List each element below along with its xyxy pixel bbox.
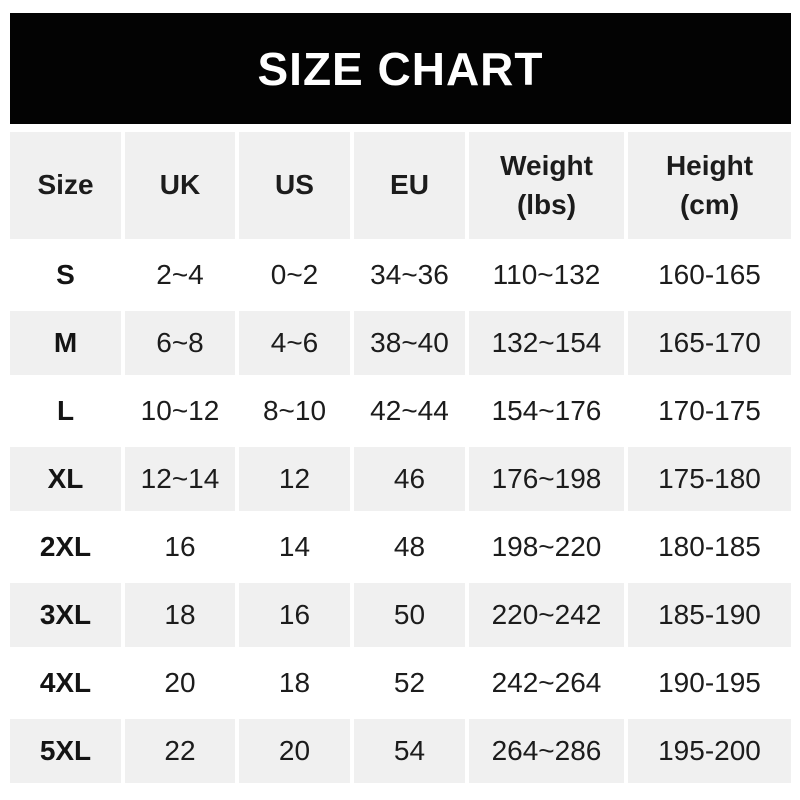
column-header-label: US (275, 169, 314, 201)
cell-weight: 264~286 (469, 719, 624, 783)
cell-uk: 20 (125, 651, 235, 715)
table-row-3xl: 3XL 18 16 50 220~242 185-190 (10, 583, 791, 647)
table-row-l: L 10~12 8~10 42~44 154~176 170-175 (10, 379, 791, 443)
cell-height: 170-175 (628, 379, 791, 443)
cell-uk: 2~4 (125, 243, 235, 307)
cell-eu: 52 (354, 651, 465, 715)
cell-size: S (10, 243, 121, 307)
cell-eu: 54 (354, 719, 465, 783)
column-header-label: EU (390, 169, 429, 201)
cell-eu: 34~36 (354, 243, 465, 307)
table-row-4xl: 4XL 20 18 52 242~264 190-195 (10, 651, 791, 715)
column-header-label: Size (37, 169, 94, 201)
title-banner: SIZE CHART (10, 13, 791, 124)
cell-weight: 242~264 (469, 651, 624, 715)
column-header-height: Height (cm) (628, 132, 791, 239)
cell-uk: 10~12 (125, 379, 235, 443)
table-row-xl: XL 12~14 12 46 176~198 175-180 (10, 447, 791, 511)
cell-weight: 154~176 (469, 379, 624, 443)
table-row-5xl: 5XL 22 20 54 264~286 195-200 (10, 719, 791, 783)
cell-size: 5XL (10, 719, 121, 783)
header-row: Size UK US EU Weight (lbs) Height (cm) (10, 132, 791, 239)
column-header-eu: EU (354, 132, 465, 239)
size-chart-table: Size UK US EU Weight (lbs) Height (cm) S… (6, 128, 795, 787)
cell-us: 18 (239, 651, 350, 715)
cell-size: XL (10, 447, 121, 511)
cell-uk: 18 (125, 583, 235, 647)
cell-eu: 42~44 (354, 379, 465, 443)
cell-height: 180-185 (628, 515, 791, 579)
cell-eu: 48 (354, 515, 465, 579)
cell-uk: 12~14 (125, 447, 235, 511)
cell-eu: 46 (354, 447, 465, 511)
cell-height: 195-200 (628, 719, 791, 783)
cell-us: 8~10 (239, 379, 350, 443)
cell-height: 175-180 (628, 447, 791, 511)
cell-uk: 6~8 (125, 311, 235, 375)
cell-eu: 38~40 (354, 311, 465, 375)
cell-height: 190-195 (628, 651, 791, 715)
column-header-uk: UK (125, 132, 235, 239)
cell-size: 3XL (10, 583, 121, 647)
cell-us: 16 (239, 583, 350, 647)
column-header-unit: (cm) (679, 188, 740, 220)
table-row-s: S 2~4 0~2 34~36 110~132 160-165 (10, 243, 791, 307)
column-header-size: Size (10, 132, 121, 239)
page-title: SIZE CHART (257, 42, 544, 95)
cell-size: 4XL (10, 651, 121, 715)
column-header-label: Height (665, 149, 754, 181)
column-header-unit: (lbs) (516, 188, 577, 220)
cell-height: 165-170 (628, 311, 791, 375)
table-row-2xl: 2XL 16 14 48 198~220 180-185 (10, 515, 791, 579)
cell-us: 12 (239, 447, 350, 511)
cell-weight: 220~242 (469, 583, 624, 647)
cell-weight: 176~198 (469, 447, 624, 511)
column-header-label: Weight (500, 149, 593, 181)
column-header-us: US (239, 132, 350, 239)
table-row-m: M 6~8 4~6 38~40 132~154 165-170 (10, 311, 791, 375)
cell-us: 20 (239, 719, 350, 783)
column-header-weight: Weight (lbs) (469, 132, 624, 239)
cell-us: 0~2 (239, 243, 350, 307)
cell-weight: 110~132 (469, 243, 624, 307)
cell-us: 4~6 (239, 311, 350, 375)
cell-us: 14 (239, 515, 350, 579)
cell-eu: 50 (354, 583, 465, 647)
cell-size: M (10, 311, 121, 375)
cell-height: 160-165 (628, 243, 791, 307)
cell-weight: 132~154 (469, 311, 624, 375)
cell-weight: 198~220 (469, 515, 624, 579)
column-header-label: UK (159, 169, 201, 201)
cell-uk: 22 (125, 719, 235, 783)
cell-height: 185-190 (628, 583, 791, 647)
cell-size: L (10, 379, 121, 443)
cell-size: 2XL (10, 515, 121, 579)
cell-uk: 16 (125, 515, 235, 579)
